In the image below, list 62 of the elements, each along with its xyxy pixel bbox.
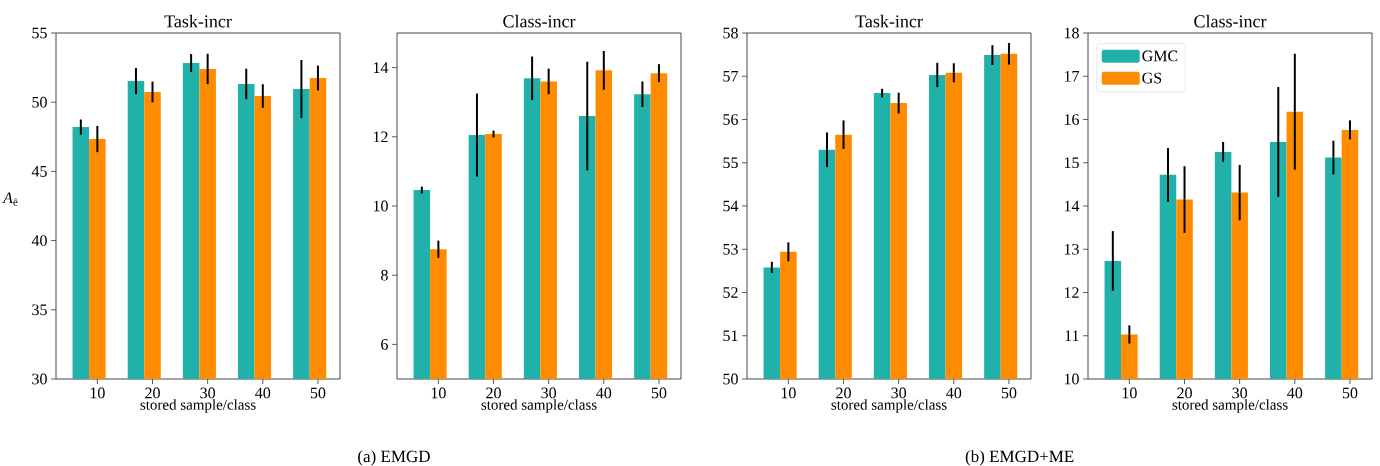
legend-label: GS <box>1142 72 1162 84</box>
chart-title: Task-incr <box>855 14 923 28</box>
y-tick-label: 56 <box>723 114 739 125</box>
legend-label: GMC <box>1142 50 1178 62</box>
y-tick-label: 14 <box>1064 200 1080 212</box>
x-tick-label: 50 <box>1001 387 1017 399</box>
y-tick-label: 55 <box>32 27 47 39</box>
y-tick-label: 50 <box>32 96 47 108</box>
y-tick-label: 50 <box>723 373 738 385</box>
text: (b) EMGD+ME <box>965 450 1074 466</box>
y-tick-label: 18 <box>1064 27 1079 39</box>
x-axis-title: stored sample/class <box>481 399 597 413</box>
x-tick-label: 20 <box>1177 387 1192 399</box>
x-tick-label: 10 <box>1122 387 1137 399</box>
y-tick-label: 53 <box>723 243 738 255</box>
x-tick-label: 40 <box>596 387 612 399</box>
y-tick-label: 30 <box>32 373 47 385</box>
chart-title: Task-incr <box>164 14 232 28</box>
chart-title: Class-incr <box>503 14 576 28</box>
x-tick-label: 30 <box>891 387 907 399</box>
y-tick-label: 52 <box>723 287 738 298</box>
y-tick-label: 12 <box>373 131 388 143</box>
y-tick-label: 40 <box>31 235 47 246</box>
x-tick-label: 30 <box>541 387 557 399</box>
x-axis-title: stored sample/class <box>1172 399 1288 413</box>
x-tick-label: 20 <box>836 387 851 399</box>
text: (a) EMGD <box>358 450 430 466</box>
y-tick-label: 58 <box>723 27 738 39</box>
y-tick-label: 10 <box>373 200 388 212</box>
x-tick-label: 50 <box>1342 387 1358 399</box>
x-tick-label: 10 <box>431 387 446 399</box>
x-tick-label: 20 <box>486 387 501 399</box>
x-tick-label: 20 <box>145 387 160 399</box>
x-tick-label: 30 <box>200 387 216 399</box>
y-tick-label: 17 <box>1064 70 1080 82</box>
y-tick-label: 35 <box>32 304 47 316</box>
y-tick-label: 57 <box>723 70 739 82</box>
x-tick-label: 40 <box>255 387 271 399</box>
y-tick-label: 13 <box>1064 243 1079 255</box>
x-tick-label: 10 <box>781 387 796 399</box>
y-axis-title: A$_{ē}$ <box>2 192 18 206</box>
y-tick-label: 51 <box>723 330 738 342</box>
y-tick-label: 45 <box>31 166 47 177</box>
y-tick-label: 16 <box>1064 114 1080 125</box>
x-axis-title: stored sample/class <box>831 399 947 413</box>
x-tick-label: 50 <box>310 387 326 399</box>
y-tick-label: 8 <box>381 269 388 281</box>
y-tick-label: 15 <box>1064 157 1079 169</box>
y-tick-label: 14 <box>373 62 389 73</box>
y-tick-label: 10 <box>1064 373 1079 385</box>
y-tick-label: 11 <box>1065 330 1079 342</box>
y-tick-label: 12 <box>1064 287 1079 298</box>
x-tick-label: 50 <box>651 387 667 399</box>
y-tick-label: 55 <box>723 157 738 169</box>
x-axis-title: stored sample/class <box>140 399 256 413</box>
x-tick-label: 10 <box>90 387 105 399</box>
y-tick-label: 54 <box>723 200 739 212</box>
chart-title: Class-incr <box>1194 14 1267 28</box>
x-tick-label: 30 <box>1232 387 1248 399</box>
y-tick-label: 6 <box>381 339 388 350</box>
x-tick-label: 40 <box>1287 387 1303 399</box>
x-tick-label: 40 <box>946 387 962 399</box>
